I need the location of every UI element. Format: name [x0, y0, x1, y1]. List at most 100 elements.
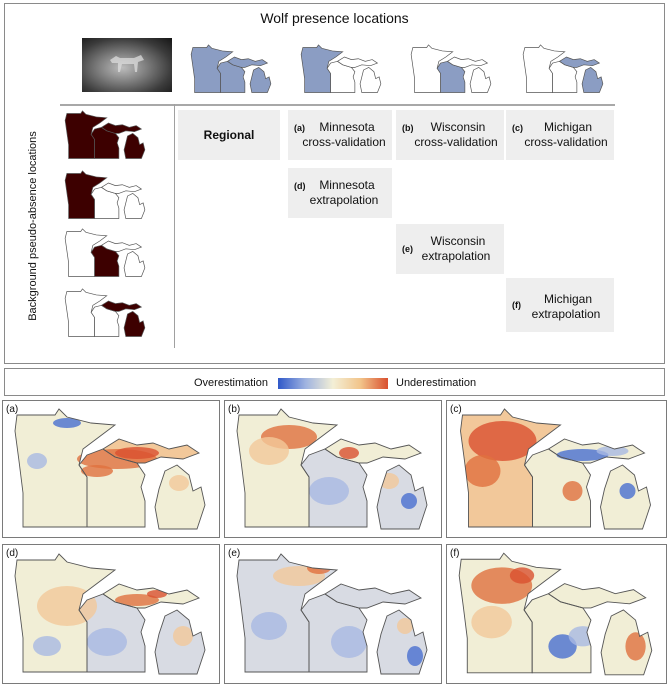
state-outline: [600, 609, 653, 676]
result-map-a: [14, 408, 206, 530]
error-blotch: [37, 586, 97, 626]
state-outline: [14, 553, 117, 673]
error-blotch: [468, 421, 537, 461]
state-outline: [547, 438, 646, 464]
error-blotch: [33, 636, 61, 656]
error-blotch: [53, 418, 81, 428]
state-wi: [524, 449, 591, 527]
cell-b-tag: (b): [402, 123, 414, 133]
background-map-regional: [64, 110, 146, 159]
cell-c-line2: cross-validation: [524, 135, 608, 149]
cell-d-tag: (d): [294, 181, 306, 191]
cell-a: (a) Minnesota cross-validation: [288, 110, 392, 160]
cell-b-line1: Wisconsin: [430, 120, 486, 134]
state-outline: [376, 609, 428, 675]
state-outline: [14, 408, 117, 528]
result-panel-b-label: (b): [228, 404, 241, 415]
state-lp: [377, 465, 427, 529]
cell-regional: Regional: [178, 110, 280, 160]
state-outline: [600, 464, 651, 530]
error-blotch: [568, 626, 598, 647]
error-blotch: [401, 493, 417, 509]
state-outline: [460, 408, 562, 528]
cell-e-tag: (e): [402, 244, 413, 254]
result-panel-f-label: (f): [450, 548, 460, 559]
presence-map-michigan: [522, 44, 604, 93]
wolf-icon: [110, 55, 144, 72]
error-blotch: [619, 483, 636, 499]
presence-map-wisconsin: [410, 44, 492, 93]
result-panel-a: (a): [2, 400, 220, 538]
result-panel-c: (c): [446, 400, 667, 538]
state-outline: [324, 438, 422, 464]
state-outline: [154, 464, 206, 530]
error-blotch: [307, 562, 331, 574]
legend-right-label: Underestimation: [396, 377, 477, 389]
legend-left-label: Overestimation: [194, 377, 268, 389]
cell-d-line1: Minnesota: [319, 178, 375, 192]
state-up: [548, 583, 646, 608]
background-map-wisconsin: [64, 228, 146, 277]
row-divider: [174, 104, 175, 348]
error-blotch: [556, 449, 609, 461]
error-blotch: [397, 618, 413, 634]
cell-d-line2: extrapolation: [309, 193, 379, 207]
cell-regional-label: Regional: [203, 128, 255, 142]
legend-frame: [4, 368, 665, 396]
state-up: [325, 584, 421, 608]
error-blotch: [548, 634, 577, 659]
result-panel-e-label: (e): [228, 548, 241, 559]
cell-a-tag: (a): [294, 123, 305, 133]
error-blotch: [309, 477, 349, 505]
state-outline: [236, 553, 339, 673]
cell-a-line2: cross-validation: [302, 135, 386, 149]
result-panel-c-label: (c): [450, 404, 462, 415]
error-blotch: [249, 437, 289, 465]
state-outline: [376, 464, 428, 530]
cell-f: (f) Michigan extrapolation: [506, 278, 614, 332]
error-blotch: [251, 612, 287, 640]
wolf-camera-photo: [82, 38, 172, 92]
cell-f-line2: extrapolation: [531, 307, 601, 321]
error-blotch: [81, 465, 113, 477]
cell-e-line2: extrapolation: [421, 249, 491, 263]
error-blotch: [115, 594, 159, 606]
result-panel-e: (e): [224, 544, 442, 684]
state-outline: [102, 438, 200, 464]
background-map-michigan: [64, 288, 146, 337]
result-map-b: [236, 408, 428, 530]
result-panel-d-label: (d): [6, 548, 19, 559]
cell-a-line1: Minnesota: [319, 120, 375, 134]
error-blotch: [331, 626, 367, 658]
cell-c: (c) Michigan cross-validation: [506, 110, 614, 160]
cell-b: (b) Wisconsin cross-validation: [396, 110, 504, 160]
state-mn: [15, 409, 115, 527]
error-blotch: [115, 447, 159, 459]
background-map-minnesota: [64, 170, 146, 219]
result-map-c: [460, 408, 651, 530]
state-outline: [154, 609, 206, 675]
result-map-d: [14, 553, 206, 675]
diagram-title: Wolf presence locations: [260, 10, 409, 26]
error-blotch: [173, 626, 193, 646]
state-outline: [458, 552, 562, 674]
error-blotch: [87, 628, 127, 656]
result-panel-d: (d): [2, 544, 220, 684]
cell-c-tag: (c): [512, 123, 523, 133]
state-outline: [324, 583, 422, 609]
error-blotch: [509, 567, 535, 584]
state-outline: [547, 583, 647, 609]
cell-c-line1: Michigan: [543, 120, 593, 134]
result-panel-a-label: (a): [6, 404, 19, 415]
state-outline: [236, 408, 339, 528]
cell-d: (d) Minnesota extrapolation: [288, 168, 392, 218]
cell-e-line1: Wisconsin: [430, 234, 486, 248]
error-blotch: [625, 632, 646, 661]
error-blotch: [596, 446, 629, 456]
color-bar: [278, 378, 388, 389]
error-blotch: [27, 453, 47, 469]
error-blotch: [471, 605, 512, 639]
error-blotch: [169, 475, 189, 491]
background-axis-label: Background pseudo-absence locations: [27, 131, 39, 321]
cell-e: (e) Wisconsin extrapolation: [396, 224, 504, 274]
